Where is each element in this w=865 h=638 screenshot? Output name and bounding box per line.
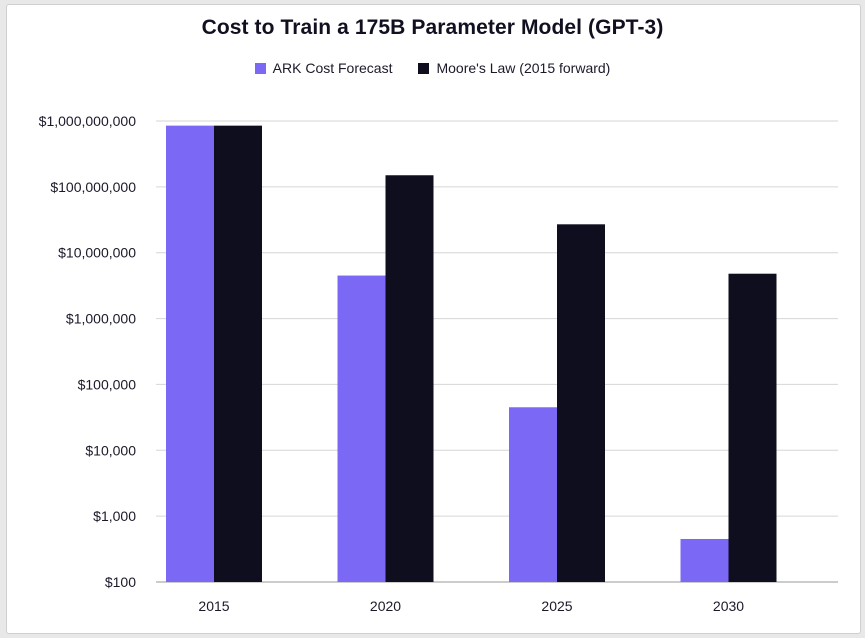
legend-swatch-moores-law	[418, 62, 430, 74]
x-tick-label: 2015	[198, 598, 229, 614]
legend-item-ark: ARK Cost Forecast	[254, 60, 393, 76]
y-tick-label: $10,000,000	[58, 245, 136, 261]
legend-item-moores-law: Moore's Law (2015 forward)	[418, 60, 610, 76]
x-tick-label: 2020	[370, 598, 401, 614]
x-tick-label: 2030	[713, 598, 744, 614]
x-tick-label: 2025	[541, 598, 572, 614]
legend-swatch-ark	[254, 62, 266, 74]
chart-legend: ARK Cost Forecast Moore's Law (2015 forw…	[0, 60, 865, 76]
legend-label-ark: ARK Cost Forecast	[272, 60, 393, 76]
bar-moores-law-2030	[728, 273, 777, 582]
bar-moores-law-2015	[214, 125, 262, 583]
bar-ark-2020	[337, 275, 386, 582]
y-tick-label: $10,000	[85, 442, 136, 458]
chart-title: Cost to Train a 175B Parameter Model (GP…	[201, 16, 664, 39]
bar-ark-2030	[680, 538, 729, 582]
bar-moores-law-2020	[385, 175, 434, 583]
y-tick-label: $100,000	[78, 376, 137, 392]
y-tick-label: $100	[105, 574, 136, 590]
y-tick-label: $1,000,000	[66, 311, 136, 327]
bar-ark-2015	[166, 125, 214, 583]
y-tick-label: $100,000,000	[50, 179, 136, 195]
bar-ark-2025	[509, 407, 557, 582]
y-tick-label: $1,000,000,000	[39, 113, 137, 129]
y-tick-label: $1,000	[93, 508, 136, 524]
legend-label-moores-law: Moore's Law (2015 forward)	[436, 60, 611, 76]
bar-moores-law-2025	[557, 224, 605, 582]
